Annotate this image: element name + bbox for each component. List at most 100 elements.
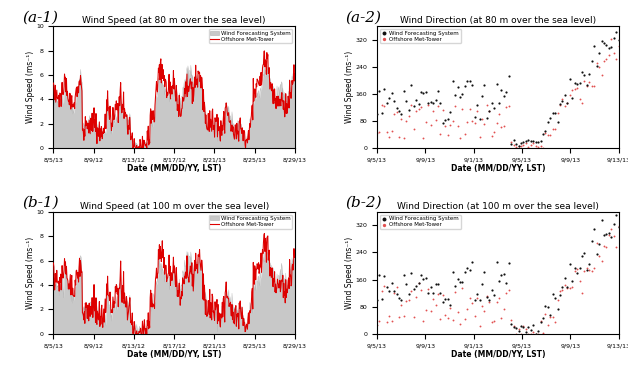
Offshore Met-Tower: [435, 316, 445, 322]
Offshore Met-Tower: [426, 122, 436, 128]
Offshore Met-Tower: [467, 118, 477, 124]
Offshore Met-Tower: [570, 86, 580, 92]
Offshore Met-Tower: [555, 288, 565, 294]
Wind Forecasting System: [584, 261, 594, 267]
Wind Forecasting System: [570, 80, 580, 86]
Wind Forecasting System: [545, 115, 555, 121]
Offshore Met-Tower: [597, 72, 607, 78]
Wind Forecasting System: [550, 295, 560, 301]
Wind Forecasting System: [479, 82, 489, 88]
Wind Forecasting System: [545, 312, 555, 318]
Offshore Met-Tower: [413, 280, 423, 286]
Offshore Met-Tower: [604, 232, 614, 238]
Offshore Met-Tower: [477, 116, 487, 122]
Wind Forecasting System: [567, 95, 577, 101]
Wind Forecasting System: [413, 280, 423, 286]
Offshore Met-Tower: [374, 318, 384, 324]
Wind Forecasting System: [602, 231, 612, 237]
Wind Forecasting System: [462, 78, 472, 84]
Wind Forecasting System: [377, 110, 387, 116]
Offshore Met-Tower: [597, 258, 607, 264]
Offshore Met-Tower: [460, 316, 470, 322]
Wind Forecasting System: [413, 101, 423, 107]
Wind Forecasting System: [499, 93, 509, 99]
X-axis label: Date (MM/DD/YY, LST): Date (MM/DD/YY, LST): [127, 350, 222, 359]
Wind Forecasting System: [594, 241, 604, 247]
Offshore Met-Tower: [580, 78, 590, 84]
Wind Forecasting System: [592, 251, 602, 257]
Offshore Met-Tower: [477, 303, 487, 309]
Offshore Met-Tower: [528, 140, 538, 146]
Wind Forecasting System: [533, 328, 543, 334]
Wind Forecasting System: [387, 90, 397, 96]
Offshore Met-Tower: [587, 83, 597, 89]
Wind Forecasting System: [562, 100, 572, 106]
Wind Forecasting System: [509, 138, 519, 144]
Wind Forecasting System: [426, 284, 436, 290]
Offshore Met-Tower: [453, 123, 463, 129]
X-axis label: Date (MM/DD/YY, LST): Date (MM/DD/YY, LST): [127, 164, 222, 173]
Offshore Met-Tower: [465, 296, 475, 302]
Title: Wind Direction (at 80 m over the sea level): Wind Direction (at 80 m over the sea lev…: [400, 16, 596, 26]
Offshore Met-Tower: [614, 44, 624, 50]
Offshore Met-Tower: [470, 313, 480, 319]
Offshore Met-Tower: [560, 282, 570, 288]
Offshore Met-Tower: [387, 318, 397, 324]
Wind Forecasting System: [382, 284, 392, 290]
Offshore Met-Tower: [511, 331, 521, 337]
Wind Forecasting System: [501, 280, 511, 286]
Offshore Met-Tower: [470, 120, 480, 126]
Offshore Met-Tower: [421, 119, 431, 125]
Wind Forecasting System: [421, 275, 431, 281]
Offshore Met-Tower: [450, 289, 460, 295]
Wind Forecasting System: [482, 294, 492, 300]
Offshore Met-Tower: [518, 323, 528, 329]
Offshore Met-Tower: [582, 82, 592, 88]
Offshore Met-Tower: [384, 313, 394, 319]
Wind Forecasting System: [374, 272, 384, 278]
Offshore Met-Tower: [501, 290, 511, 296]
Offshore Met-Tower: [482, 102, 492, 108]
Wind Forecasting System: [448, 269, 458, 275]
Wind Forecasting System: [602, 42, 612, 48]
Wind Forecasting System: [435, 290, 445, 296]
Offshore Met-Tower: [611, 243, 621, 249]
Wind Forecasting System: [543, 118, 553, 124]
Wind Forecasting System: [377, 296, 387, 302]
Wind Forecasting System: [560, 274, 570, 280]
Offshore Met-Tower: [450, 102, 460, 108]
Offshore Met-Tower: [404, 297, 414, 303]
Offshore Met-Tower: [499, 123, 509, 129]
Offshore Met-Tower: [602, 56, 612, 62]
Wind Forecasting System: [614, 37, 624, 43]
Wind Forecasting System: [531, 139, 541, 145]
Offshore Met-Tower: [448, 118, 458, 124]
Wind Forecasting System: [394, 108, 404, 114]
Offshore Met-Tower: [389, 290, 399, 296]
Wind Forecasting System: [477, 93, 487, 99]
Offshore Met-Tower: [509, 324, 519, 330]
Wind Forecasting System: [592, 63, 602, 69]
Offshore Met-Tower: [382, 319, 392, 325]
Wind Forecasting System: [523, 324, 533, 330]
Offshore Met-Tower: [389, 111, 399, 117]
Wind Forecasting System: [467, 82, 477, 88]
Offshore Met-Tower: [418, 135, 428, 141]
Wind Forecasting System: [445, 109, 455, 115]
Offshore Met-Tower: [396, 116, 406, 122]
Offshore Met-Tower: [533, 144, 543, 150]
Offshore Met-Tower: [435, 131, 445, 137]
Offshore Met-Tower: [467, 300, 477, 306]
Wind Forecasting System: [533, 139, 543, 145]
Wind Forecasting System: [435, 100, 445, 106]
Wind Forecasting System: [487, 287, 497, 293]
Wind Forecasting System: [518, 324, 528, 330]
Offshore Met-Tower: [609, 50, 619, 56]
Offshore Met-Tower: [440, 312, 450, 318]
Offshore Met-Tower: [501, 104, 511, 110]
Wind Forecasting System: [509, 324, 519, 330]
Offshore Met-Tower: [391, 109, 401, 115]
Offshore Met-Tower: [545, 314, 555, 320]
Offshore Met-Tower: [472, 108, 482, 114]
Offshore Met-Tower: [423, 286, 433, 292]
